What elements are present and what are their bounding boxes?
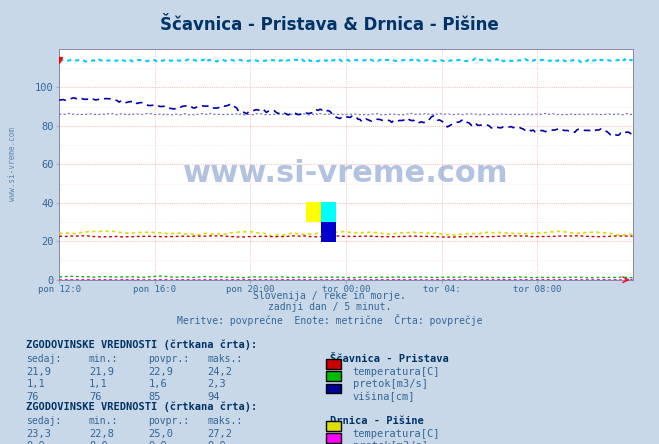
Text: ZGODOVINSKE VREDNOSTI (črtkana črta):: ZGODOVINSKE VREDNOSTI (črtkana črta): bbox=[26, 340, 258, 350]
Text: 23,3: 23,3 bbox=[26, 429, 51, 439]
Text: 1,1: 1,1 bbox=[89, 379, 107, 389]
Text: 21,9: 21,9 bbox=[89, 367, 114, 377]
Text: 25,0: 25,0 bbox=[148, 429, 173, 439]
Text: 22,8: 22,8 bbox=[89, 429, 114, 439]
Text: www.si-vreme.com: www.si-vreme.com bbox=[183, 159, 509, 188]
Text: min.:: min.: bbox=[89, 354, 119, 365]
Text: Drnica - Pišine: Drnica - Pišine bbox=[330, 416, 423, 427]
Text: maks.:: maks.: bbox=[208, 416, 243, 427]
Text: Ščavnica - Pristava & Drnica - Pišine: Ščavnica - Pristava & Drnica - Pišine bbox=[160, 16, 499, 34]
Text: Slovenija / reke in morje.: Slovenija / reke in morje. bbox=[253, 291, 406, 301]
Text: zadnji dan / 5 minut.: zadnji dan / 5 minut. bbox=[268, 302, 391, 313]
Text: 0,0: 0,0 bbox=[26, 441, 45, 444]
Text: 85: 85 bbox=[148, 392, 161, 402]
Bar bbox=[322, 222, 336, 242]
Text: 27,2: 27,2 bbox=[208, 429, 233, 439]
Text: 0,0: 0,0 bbox=[208, 441, 226, 444]
Text: pretok[m3/s]: pretok[m3/s] bbox=[353, 441, 428, 444]
Bar bbox=[322, 202, 336, 222]
Text: višina[cm]: višina[cm] bbox=[353, 392, 415, 402]
Text: min.:: min.: bbox=[89, 416, 119, 427]
Text: 2,3: 2,3 bbox=[208, 379, 226, 389]
Text: 94: 94 bbox=[208, 392, 220, 402]
Text: www.si-vreme.com: www.si-vreme.com bbox=[8, 127, 17, 201]
Text: 24,2: 24,2 bbox=[208, 367, 233, 377]
Text: 0,0: 0,0 bbox=[148, 441, 167, 444]
Text: Meritve: povprečne  Enote: metrične  Črta: povprečje: Meritve: povprečne Enote: metrične Črta:… bbox=[177, 314, 482, 326]
Text: 22,9: 22,9 bbox=[148, 367, 173, 377]
Text: 0,0: 0,0 bbox=[89, 441, 107, 444]
Text: 76: 76 bbox=[89, 392, 101, 402]
Text: pretok[m3/s]: pretok[m3/s] bbox=[353, 379, 428, 389]
Bar bbox=[306, 202, 322, 222]
Text: 21,9: 21,9 bbox=[26, 367, 51, 377]
Text: Ščavnica - Pristava: Ščavnica - Pristava bbox=[330, 354, 448, 365]
Text: 1,1: 1,1 bbox=[26, 379, 45, 389]
Text: 76: 76 bbox=[26, 392, 39, 402]
Text: sedaj:: sedaj: bbox=[26, 354, 61, 365]
Text: sedaj:: sedaj: bbox=[26, 416, 61, 427]
Text: ZGODOVINSKE VREDNOSTI (črtkana črta):: ZGODOVINSKE VREDNOSTI (črtkana črta): bbox=[26, 402, 258, 412]
Text: povpr.:: povpr.: bbox=[148, 354, 189, 365]
Text: 1,6: 1,6 bbox=[148, 379, 167, 389]
Text: temperatura[C]: temperatura[C] bbox=[353, 429, 440, 439]
Text: maks.:: maks.: bbox=[208, 354, 243, 365]
Text: povpr.:: povpr.: bbox=[148, 416, 189, 427]
Text: temperatura[C]: temperatura[C] bbox=[353, 367, 440, 377]
